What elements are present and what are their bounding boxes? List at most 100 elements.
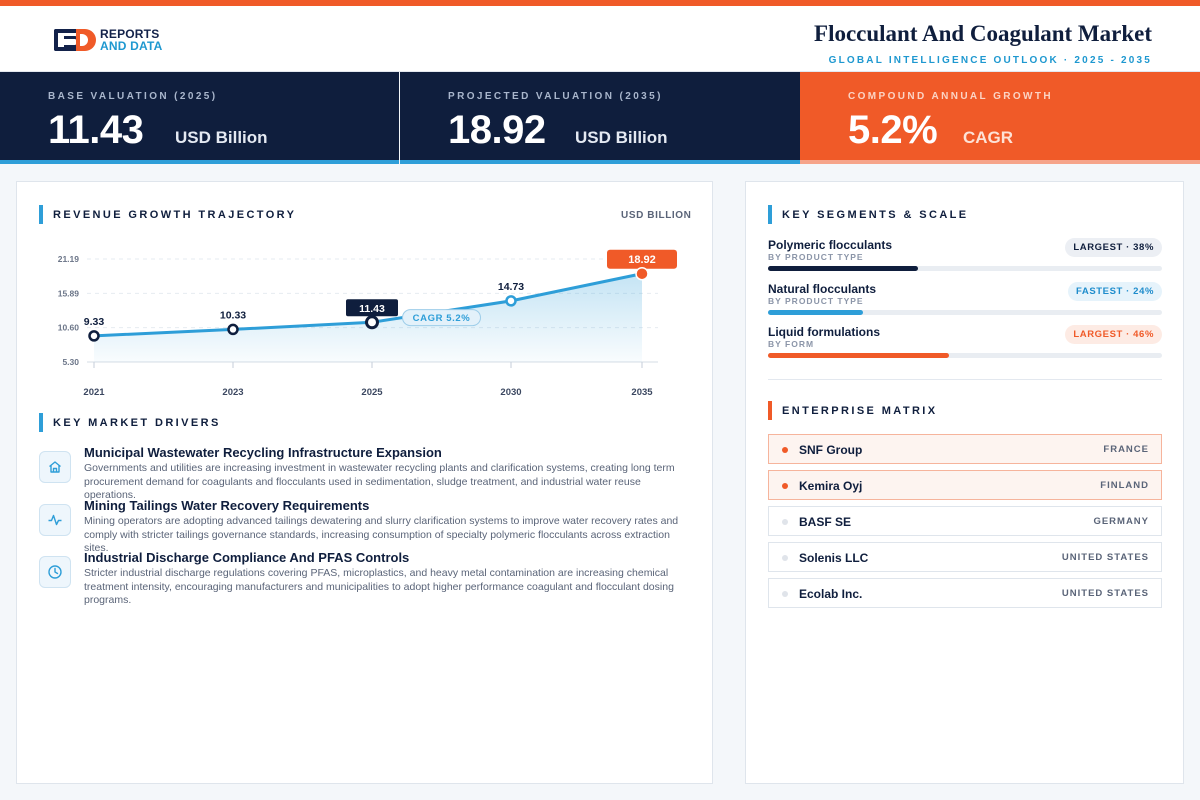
enterprise-name: BASF SE [799,515,852,529]
base-value-badge [346,299,398,317]
section-accent-bar [768,205,772,224]
data-point [365,315,379,330]
data-label: 14.73 [498,281,524,293]
data-label: 18.92 [628,254,656,266]
kpi-value: 5.2% [848,108,938,152]
x-tick-label: 2025 [361,387,383,398]
y-tick-label: 15.89 [58,288,80,298]
projected-value-badge [607,249,677,269]
segment-category: BY PRODUCT TYPE [768,296,864,306]
page-header: REPORTS AND DATA Flocculant And Coagulan… [0,6,1200,72]
kpi-label: COMPOUND ANNUAL GROWTH [848,91,1054,102]
cagr-annotation-text: CAGR 5.2% [413,313,471,324]
x-tick-label: 2035 [631,387,653,398]
enterprise-row[interactable]: Ecolab Inc. UNITED STATES [768,578,1162,608]
chart-units-label: USD BILLION [621,210,692,221]
section-title: REVENUE GROWTH TRAJECTORY [53,208,297,221]
enterprise-name: Solenis LLC [799,551,869,565]
kpi-accent-stripe [0,160,399,164]
driver-title: Mining Tailings Water Recovery Requireme… [84,498,370,513]
segment-share-bar [768,310,1162,315]
kpi-accent-stripe [800,160,1200,164]
data-label: 11.43 [359,303,385,315]
enterprise-country: UNITED STATES [1061,588,1149,599]
enterprise-country: GERMANY [1093,516,1149,527]
enterprise-row[interactable]: Kemira Oyj FINLAND [768,470,1162,500]
data-point [505,295,517,307]
segment-item: Natural flocculants BY PRODUCT TYPE FAST… [768,282,1162,322]
kpi-cagr: COMPOUND ANNUAL GROWTH 5.2% CAGR [800,72,1200,164]
segments-section-header: KEY SEGMENTS & SCALE [768,205,969,224]
data-label: 10.33 [220,309,246,321]
kpi-unit: CAGR [963,128,1014,147]
segment-item: Polymeric flocculants BY PRODUCT TYPE LA… [768,238,1162,278]
page-title: Flocculant And Coagulant Market [814,21,1152,46]
activity-icon [39,504,71,536]
segment-share-bar [768,353,1162,358]
driver-title: Industrial Discharge Compliance And PFAS… [84,550,410,565]
segment-category: BY PRODUCT TYPE [768,252,864,262]
logo-mark-icon [54,29,96,51]
enterprise-row[interactable]: BASF SE GERMANY [768,506,1162,536]
kpi-strip: BASE VALUATION (2025) 11.43 USD Billion … [0,72,1200,164]
section-title: ENTERPRISE MATRIX [782,404,938,417]
segment-name: Liquid formulations [768,325,880,339]
enterprise-row[interactable]: Solenis LLC UNITED STATES [768,542,1162,572]
drivers-section-header: KEY MARKET DRIVERS [39,413,221,432]
y-tick-label: 5.30 [62,357,79,367]
section-divider [768,379,1162,380]
section-accent-bar [39,205,43,224]
segment-name: Polymeric flocculants [768,238,893,252]
status-dot-icon [782,555,788,561]
status-dot-icon [782,519,788,525]
segment-category: BY FORM [768,339,815,349]
matrix-section-header: ENTERPRISE MATRIX [768,401,938,420]
left-panel: REVENUE GROWTH TRAJECTORY USD BILLION 5.… [16,181,713,784]
segment-item: Liquid formulations BY FORM LARGEST · 46… [768,325,1162,365]
kpi-unit: USD Billion [575,128,668,147]
segment-badge: FASTEST · 24% [1067,282,1162,301]
section-accent-bar [768,401,772,420]
top-accent-bar [0,0,1200,6]
section-accent-bar [39,413,43,432]
status-dot-icon [782,591,788,597]
brand-line-1: REPORTS [100,27,160,41]
kpi-label: PROJECTED VALUATION (2035) [448,91,663,102]
section-title: KEY MARKET DRIVERS [53,416,221,429]
kpi-value: 11.43 [48,108,144,152]
brand-name: REPORTS AND DATA [100,28,162,52]
brand-logo[interactable]: REPORTS AND DATA [54,28,162,52]
segment-share-fill [768,310,863,315]
segment-share-fill [768,353,950,358]
x-tick-label: 2023 [222,387,243,398]
driver-title: Municipal Wastewater Recycling Infrastru… [84,445,442,460]
enterprise-country: UNITED STATES [1061,552,1149,563]
y-tick-label: 10.60 [58,323,80,333]
enterprise-country: FINLAND [1100,480,1149,491]
clock-icon [39,556,71,588]
driver-description: Governments and utilities are increasing… [84,462,675,501]
right-panel: KEY SEGMENTS & SCALE Polymeric flocculan… [745,181,1184,784]
kpi-unit: USD Billion [175,128,268,147]
status-dot-icon [782,447,788,453]
data-label: 9.33 [84,316,105,328]
data-point [88,330,100,342]
enterprise-name: SNF Group [799,443,863,457]
enterprise-row[interactable]: SNF Group FRANCE [768,434,1162,464]
home-icon [39,451,71,483]
segment-badge: LARGEST · 46% [1065,325,1162,344]
section-title: KEY SEGMENTS & SCALE [782,208,969,221]
kpi-accent-stripe [400,160,800,164]
kpi-projected-valuation: PROJECTED VALUATION (2035) 18.92 USD Bil… [400,72,800,164]
driver-description: Mining operators are adopting advanced t… [84,515,679,554]
data-point [635,266,649,281]
y-tick-label: 21.19 [58,254,80,264]
revenue-chart: 5.30 10.60 15.89 21.19 CAGR 5.2% 9.33 10.33 1… [58,249,677,398]
data-point [227,323,239,336]
enterprise-name: Ecolab Inc. [799,587,863,601]
enterprise-name: Kemira Oyj [799,479,863,493]
x-tick-label: 2030 [500,387,521,398]
page-subtitle: GLOBAL INTELLIGENCE OUTLOOK · 2025 - 203… [828,55,1152,66]
revenue-section-header: REVENUE GROWTH TRAJECTORY [39,205,296,224]
cagr-annotation: CAGR 5.2% [402,309,481,327]
